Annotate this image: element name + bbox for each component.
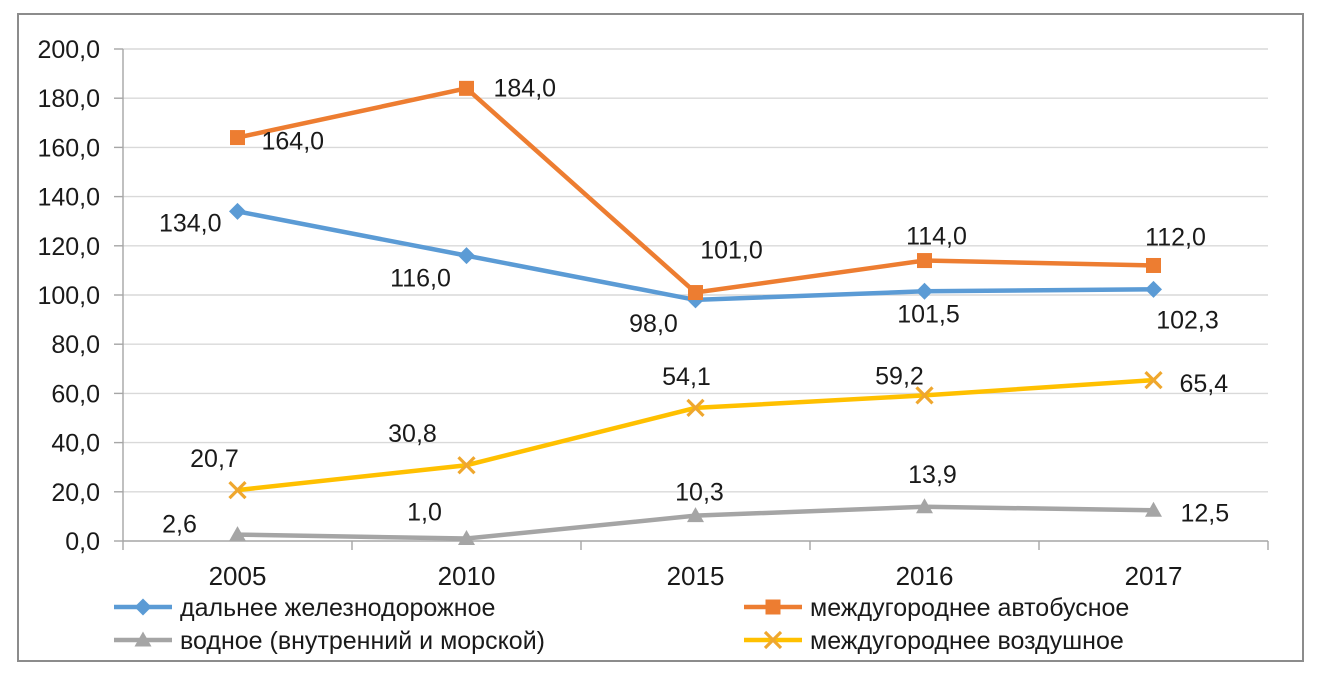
axis-labels-group: 0,0 20,0 40,0 60,0 80,0 100,0 120,0 140,0 160,0 1… — [37, 36, 1182, 591]
legend-label: водное (внутренний и морской) — [180, 627, 545, 655]
legend-label: междугороднее воздушное — [810, 627, 1124, 655]
data-label: 114,0 — [906, 223, 967, 251]
y-tick-label: 120,0 — [37, 233, 100, 261]
y-tick-label: 100,0 — [37, 282, 100, 310]
gridlines-group — [123, 48, 1268, 493]
legend: дальнее железнодорожное водное (внутренни… — [114, 594, 1129, 655]
data-point-marker-triangle — [458, 530, 475, 546]
legend-label: дальнее железнодорожное — [180, 594, 495, 622]
data-label: 20,7 — [190, 445, 239, 473]
x-tick-label: 2017 — [1125, 561, 1183, 591]
legend-item: междугороднее автобусное — [744, 594, 1129, 622]
data-label: 101,0 — [700, 237, 763, 265]
data-point-marker-x — [763, 630, 783, 650]
series-3: 20,7 30,8 54,1 59,2 65,4 — [190, 362, 1229, 500]
data-label: 102,3 — [1156, 306, 1219, 334]
data-point-marker-x — [457, 456, 476, 475]
data-point-marker-triangle — [134, 631, 152, 647]
data-label: 2,6 — [162, 511, 197, 539]
data-point-marker-square — [1146, 257, 1161, 273]
data-label: 10,3 — [675, 479, 724, 507]
y-tick-label: 200,0 — [37, 36, 100, 64]
data-label: 164,0 — [262, 128, 325, 156]
data-point-marker-x — [915, 386, 934, 405]
data-label: 101,5 — [897, 300, 960, 328]
x-tick-label: 2016 — [896, 561, 954, 591]
y-tick-label: 0,0 — [65, 528, 100, 556]
data-label: 30,8 — [388, 420, 437, 448]
data-point-marker-triangle — [1145, 501, 1162, 517]
data-label: 134,0 — [159, 209, 222, 237]
data-point-marker-square — [917, 253, 932, 269]
x-tick-label: 2015 — [667, 561, 725, 591]
data-label: 1,0 — [407, 499, 442, 527]
data-label: 112,0 — [1145, 223, 1206, 251]
legend-item: дальнее железнодорожное — [114, 594, 495, 622]
data-point-marker-square — [688, 285, 703, 301]
data-point-marker-diamond — [458, 247, 475, 265]
data-point-marker-x — [228, 480, 247, 500]
data-point-marker-square — [230, 130, 245, 146]
y-tick-label: 40,0 — [51, 430, 100, 458]
y-tick-label: 180,0 — [37, 85, 100, 113]
data-point-marker-square — [459, 80, 474, 96]
data-point-marker-triangle — [229, 526, 246, 542]
y-tick-label: 160,0 — [37, 134, 100, 162]
legend-item: водное (внутренний и морской) — [114, 627, 545, 655]
chart-frame — [17, 13, 1304, 662]
data-label: 116,0 — [390, 265, 451, 293]
series-2: 2,6 1,0 10,3 13,9 12,5 — [162, 461, 1230, 546]
data-label: 184,0 — [494, 74, 557, 102]
data-label: 65,4 — [1180, 370, 1229, 398]
axes-group — [114, 48, 1269, 550]
data-point-marker-triangle — [916, 498, 933, 514]
data-point-marker-x — [686, 398, 705, 418]
data-point-marker-diamond — [1145, 280, 1162, 298]
data-point-marker-square — [765, 599, 781, 615]
x-tick-label: 2010 — [438, 561, 496, 591]
y-tick-label: 80,0 — [51, 331, 100, 359]
series-1: 164,0 184,0 101,0 114,0 112,0 — [230, 74, 1206, 301]
data-point-marker-triangle — [687, 507, 704, 523]
data-label: 59,2 — [875, 362, 924, 390]
y-tick-label: 20,0 — [51, 479, 100, 507]
data-point-marker-diamond — [916, 282, 933, 300]
data-label: 12,5 — [1181, 499, 1230, 527]
data-point-marker-diamond — [134, 598, 152, 616]
legend-label: междугороднее автобусное — [810, 594, 1129, 622]
data-point-marker-x — [1144, 370, 1163, 390]
y-tick-label: 140,0 — [37, 184, 100, 212]
y-tick-label: 60,0 — [51, 380, 100, 408]
data-label: 54,1 — [662, 363, 711, 391]
data-label: 13,9 — [908, 461, 957, 489]
data-point-marker-diamond — [229, 202, 246, 220]
data-label: 98,0 — [629, 310, 678, 338]
x-tick-label: 2005 — [209, 561, 267, 591]
legend-item: междугороднее воздушное — [744, 627, 1124, 655]
